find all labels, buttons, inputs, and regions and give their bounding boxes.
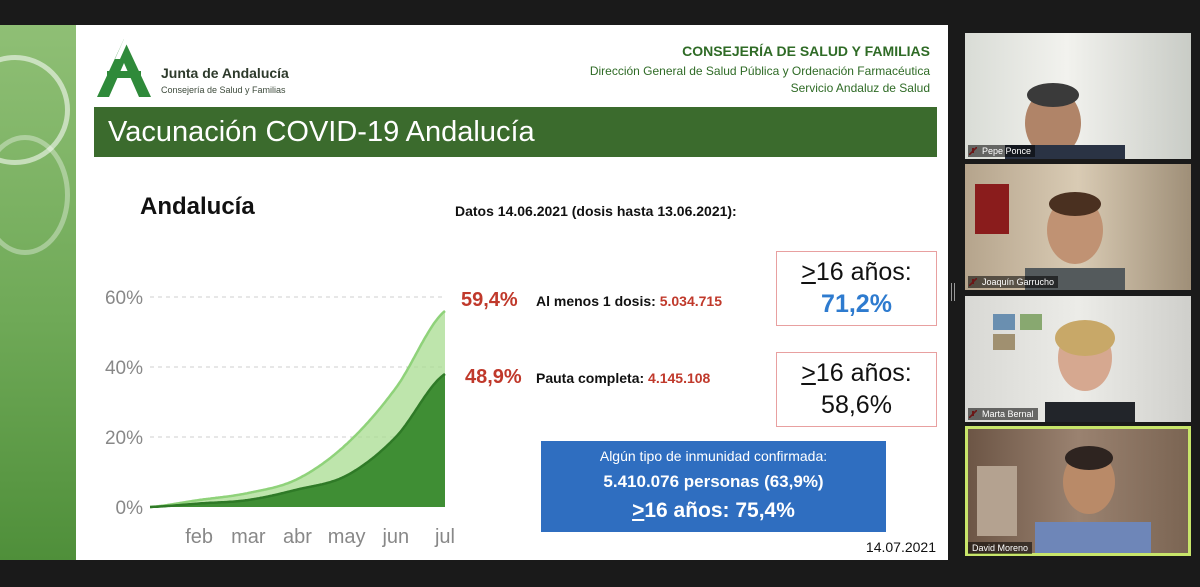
full-course-count: 4.145.108 <box>648 370 711 386</box>
participant-video-2 <box>975 184 1125 290</box>
full-course-age-symbol: > <box>801 359 816 387</box>
slide-title: Vacunación COVID-19 Andalucía <box>108 116 535 148</box>
first-dose-age-label: >16 años: <box>777 258 936 287</box>
x-tick-label: may <box>328 526 366 548</box>
participant-video-3 <box>993 314 1135 422</box>
immunity-age-symbol: > <box>632 499 645 522</box>
x-tick-label: mar <box>231 526 266 548</box>
shared-slide: Junta de Andalucía Consejería de Salud y… <box>0 25 948 560</box>
full-course-label: Pauta completa: 4.145.108 <box>536 370 710 386</box>
vaccination-area-chart: 0% 20% 40% 60% feb mar abr may jun jul <box>105 288 455 548</box>
y-tick-label: 0% <box>116 498 144 519</box>
participant-video-1 <box>1005 83 1125 159</box>
participant-tile-3[interactable]: Marta Bernal <box>965 296 1191 422</box>
header-line-2: Dirección General de Salud Pública y Ord… <box>589 64 930 78</box>
immunity-age: >16 años: 75,4% <box>541 499 886 523</box>
x-tick-label: jul <box>434 526 455 548</box>
x-tick-label: jun <box>381 526 409 548</box>
immunity-count: 5.410.076 personas (63,9%) <box>603 472 824 491</box>
first-dose-age-box: >16 años: 71,2% <box>776 251 937 326</box>
participant-tile-4-active-speaker[interactable]: David Moreno <box>965 426 1191 556</box>
participant-tile-1[interactable]: Pepe Ponce <box>965 33 1191 159</box>
header-line-3: Servicio Andaluz de Salud <box>790 81 930 95</box>
full-course-age-percent: 58,6% <box>821 391 892 419</box>
participant-tile-2[interactable]: Joaquín Garrucho <box>965 164 1191 290</box>
full-course-percent: 48,9% <box>465 366 522 388</box>
participant-name-3: Marta Bernal <box>968 408 1038 420</box>
first-dose-age-percent: 71,2% <box>821 290 892 318</box>
slide-side-decoration <box>0 25 76 560</box>
y-tick-label: 40% <box>105 358 143 379</box>
logo-subtitle: Consejería de Salud y Familias <box>161 85 286 95</box>
first-dose-label-text: Al menos 1 dosis: <box>536 293 660 309</box>
participant-video-4 <box>977 446 1151 556</box>
y-tick-label: 20% <box>105 428 143 449</box>
first-dose-age-text: 16 años: <box>815 258 912 286</box>
full-course-age-box: >16 años: 58,6% <box>776 352 937 427</box>
line-series-1 <box>149 310 446 509</box>
line-series-2 <box>150 372 446 509</box>
slide-footer-date: 14.07.2021 <box>865 539 936 555</box>
immunity-box: Algún tipo de inmunidad confirmada: 5.41… <box>541 441 886 532</box>
logo-name: Junta de Andalucía <box>161 65 289 81</box>
participant-name-1: Pepe Ponce <box>968 145 1036 157</box>
first-dose-age-symbol: > <box>801 258 816 286</box>
participant-name-4: David Moreno <box>968 542 1033 554</box>
junta-andalucia-logo-icon <box>97 39 151 97</box>
header-line-1: CONSEJERÍA DE SALUD Y FAMILIAS <box>682 43 930 59</box>
full-course-age-label: >16 años: <box>777 359 936 388</box>
region-title: Andalucía <box>140 193 255 220</box>
x-tick-label: feb <box>185 526 213 548</box>
first-dose-percent: 59,4% <box>461 289 518 311</box>
area-series-2 <box>150 374 445 507</box>
x-tick-label: abr <box>283 526 312 548</box>
panel-resize-handle[interactable] <box>951 283 955 301</box>
slide-title-bar: Vacunación COVID-19 Andalucía <box>94 107 937 157</box>
first-dose-count: 5.034.715 <box>659 293 722 309</box>
immunity-age-text: 16 años: 75,4% <box>644 499 795 522</box>
first-dose-label: Al menos 1 dosis: 5.034.715 <box>536 293 722 309</box>
full-course-age-text: 16 años: <box>815 359 912 387</box>
data-date-line: Datos 14.06.2021 (dosis hasta 13.06.2021… <box>455 203 737 219</box>
participant-name-2: Joaquín Garrucho <box>968 276 1059 288</box>
full-course-label-text: Pauta completa: <box>536 370 649 386</box>
y-tick-label: 60% <box>105 288 143 309</box>
immunity-title: Algún tipo de inmunidad confirmada: <box>599 448 828 464</box>
